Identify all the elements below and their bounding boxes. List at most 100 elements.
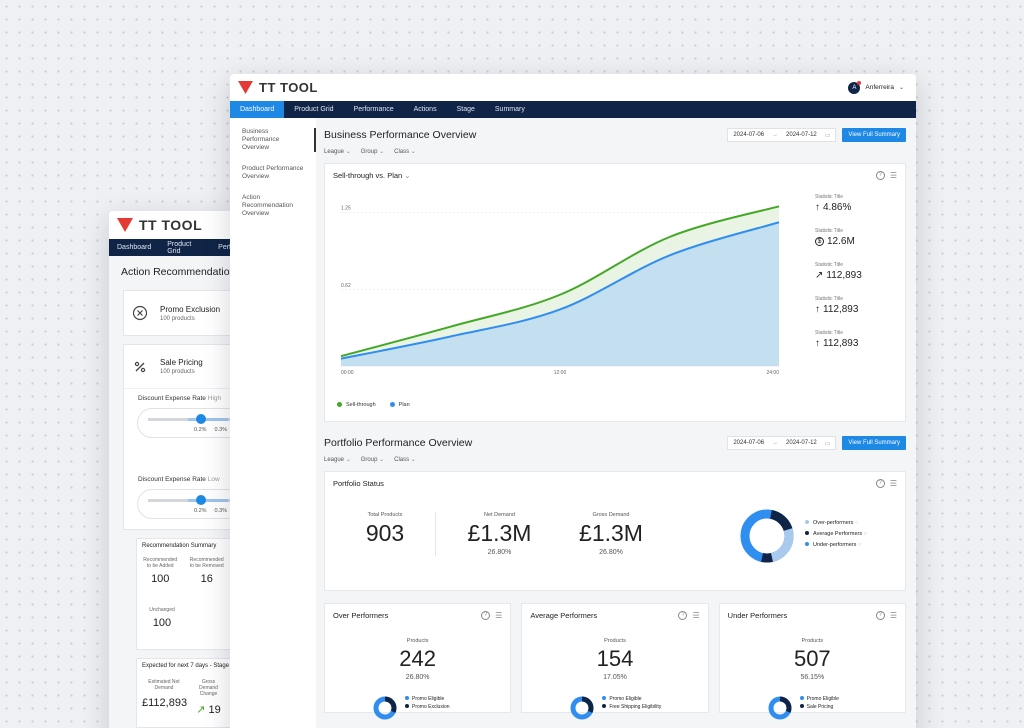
- perf-value: 242: [399, 646, 437, 671]
- arrow-right-icon: →: [772, 132, 779, 138]
- slider2-tick: 0.3%: [214, 508, 228, 514]
- side-item-action[interactable]: Action Recommendation Overview: [242, 194, 293, 217]
- main-content: Business Performance Overview 2024-07-06…: [316, 118, 916, 728]
- filter-league[interactable]: League: [324, 148, 351, 155]
- help-icon[interactable]: ?: [678, 610, 688, 620]
- sale-sub: 100 products: [160, 369, 195, 375]
- help-icon[interactable]: ?: [481, 610, 491, 620]
- back-tab-dashboard[interactable]: Dashboard: [117, 244, 152, 251]
- tab-product-grid[interactable]: Product Grid: [294, 106, 334, 113]
- perf-sub: 56.15%: [800, 674, 825, 681]
- back-page-title: Action Recommendation: [121, 266, 236, 278]
- mini-legend-item: Promo Exclusion: [405, 704, 450, 710]
- filter-class[interactable]: Class: [394, 456, 416, 463]
- under-performers-card: Under Performers? ☰ Products 507 56.15% Pro…: [718, 603, 906, 720]
- summary-unchanged-value: 100: [152, 617, 172, 629]
- back-content: Action Recommendation Promo Exclusion 10…: [109, 256, 239, 728]
- calendar-icon[interactable]: ▭: [824, 440, 831, 447]
- stat-item: Statistic Title ↑ 4.86%: [815, 194, 852, 213]
- tab-actions[interactable]: Actions: [413, 106, 437, 113]
- tab-dashboard[interactable]: Dashboard: [230, 101, 285, 118]
- sale-pricing-card: Sale Pricing 100 products Discount Expen…: [123, 344, 239, 530]
- business-date-range[interactable]: 2024-07-06 → 2024-07-12 ▭: [727, 128, 837, 142]
- discount-slider-low[interactable]: 0.2% 0.3%: [137, 489, 239, 519]
- sell-through-chart: 0.62 1.25 00:00 12:00 24:00: [340, 205, 780, 376]
- percent-icon: [134, 361, 146, 372]
- portfolio-date-range[interactable]: 2024-07-06 → 2024-07-12 ▭: [727, 436, 837, 450]
- summary-removed-value: 16: [200, 573, 213, 585]
- legend-over[interactable]: Over-performers ○: [805, 520, 867, 526]
- business-header: Business Performance Overview 2024-07-06…: [324, 128, 906, 142]
- legend-sell-through[interactable]: Sell-through: [337, 402, 376, 408]
- avatar[interactable]: A: [848, 80, 862, 94]
- chevron-down-icon[interactable]: ⌄: [898, 85, 904, 91]
- discount-slider-high[interactable]: 0.2% 0.3%: [137, 408, 239, 438]
- side-item-product[interactable]: Product Performance Overview: [242, 165, 304, 180]
- kpi-total-products: Total Products 903: [365, 512, 405, 546]
- user-menu[interactable]: A Anferreira ⌄: [848, 80, 904, 94]
- perf-sub: 17.05%: [603, 674, 627, 681]
- legend-plan[interactable]: Plan: [389, 402, 410, 408]
- back-tab-product-grid[interactable]: Product Grid: [167, 240, 192, 255]
- summary-title: Recommendation Summary: [142, 543, 217, 549]
- mini-legend-item: Promo Eligible: [799, 696, 839, 702]
- help-icon[interactable]: ?: [875, 170, 885, 180]
- stat-list: Statistic Title ↑ 4.86% Statistic Title $12…: [815, 194, 862, 364]
- legend-average[interactable]: Average Performers ○: [805, 531, 867, 537]
- stat-item: Statistic Title ↗ 112,893: [815, 262, 862, 281]
- tab-summary[interactable]: Summary: [494, 106, 525, 113]
- portfolio-status-title: Portfolio Status: [333, 478, 384, 488]
- tab-performance[interactable]: Performance: [353, 106, 394, 113]
- legend-under[interactable]: Under-performers ○: [805, 542, 867, 548]
- tab-stage[interactable]: Stage: [456, 106, 475, 113]
- trend-icon: ↗: [196, 704, 206, 716]
- help-icon[interactable]: ?: [875, 478, 885, 488]
- front-brand: TT TOOL: [259, 80, 318, 95]
- filter-group[interactable]: Group: [361, 148, 384, 155]
- kpi-gross-demand: Gross Demand £1.3M 26.80%: [579, 512, 643, 556]
- view-summary-button[interactable]: View Full Summary: [842, 128, 906, 142]
- mini-donut: [768, 696, 792, 720]
- filter-league[interactable]: League: [324, 456, 351, 463]
- business-filters: League Group Class: [324, 148, 906, 155]
- filter-group[interactable]: Group: [361, 456, 384, 463]
- portfolio-header: Portfolio Performance Overview 2024-07-0…: [324, 436, 906, 450]
- date-to: 2024-07-12: [786, 132, 817, 138]
- expected-net-label: Estimated Net Demand: [148, 679, 180, 691]
- calendar-icon[interactable]: ▭: [824, 132, 831, 139]
- back-window: TT TOOL Dashboard Product Grid Perf Acti…: [109, 211, 239, 728]
- expected-gross-value: ↗ 19: [196, 704, 221, 716]
- list-icon[interactable]: ☰: [495, 610, 503, 620]
- slider-knob[interactable]: [196, 495, 206, 505]
- list-icon[interactable]: ☰: [889, 610, 897, 620]
- back-brand: TT TOOL: [139, 217, 203, 233]
- promo-exclusion-card[interactable]: Promo Exclusion 100 products: [123, 290, 239, 336]
- summary-unchanged-label: Unchanged: [149, 607, 175, 613]
- front-header: TT TOOL A Anferreira ⌄: [230, 74, 916, 101]
- arrow-up-icon: ↑: [815, 304, 820, 315]
- slider-knob[interactable]: [196, 414, 206, 424]
- promo-title: Promo Exclusion: [160, 304, 221, 314]
- list-icon[interactable]: ☰: [889, 170, 897, 180]
- help-icon[interactable]: ?: [875, 610, 885, 620]
- chart-title-dropdown[interactable]: Sell-through vs. Plan ⌄: [333, 170, 411, 180]
- portfolio-legend: Over-performers ○ Average Performers ○ U…: [805, 520, 867, 553]
- front-logo[interactable]: TT TOOL: [238, 80, 318, 95]
- date-to: 2024-07-12: [786, 440, 817, 446]
- mini-donut: [570, 696, 594, 720]
- perf-title: Under Performers: [727, 610, 788, 620]
- slider1-tick: 0.2%: [194, 427, 207, 433]
- close-circle-icon: [132, 305, 148, 321]
- arrow-up-icon: ↑: [815, 202, 820, 213]
- back-tab-performance[interactable]: Perf: [218, 244, 231, 251]
- trend-icon: ↗: [815, 270, 824, 281]
- front-nav: Dashboard Product Grid Performance Actio…: [230, 101, 916, 118]
- expected-net-value: £112,893: [142, 697, 188, 709]
- portfolio-view-summary-button[interactable]: View Full Summary: [842, 436, 906, 450]
- back-logo[interactable]: TT TOOL: [117, 217, 202, 233]
- side-item-business[interactable]: Business Performance Overview: [230, 128, 316, 152]
- filter-class[interactable]: Class: [394, 148, 416, 155]
- perf-label: Products: [406, 638, 429, 644]
- list-icon[interactable]: ☰: [692, 610, 700, 620]
- list-icon[interactable]: ☰: [889, 478, 897, 488]
